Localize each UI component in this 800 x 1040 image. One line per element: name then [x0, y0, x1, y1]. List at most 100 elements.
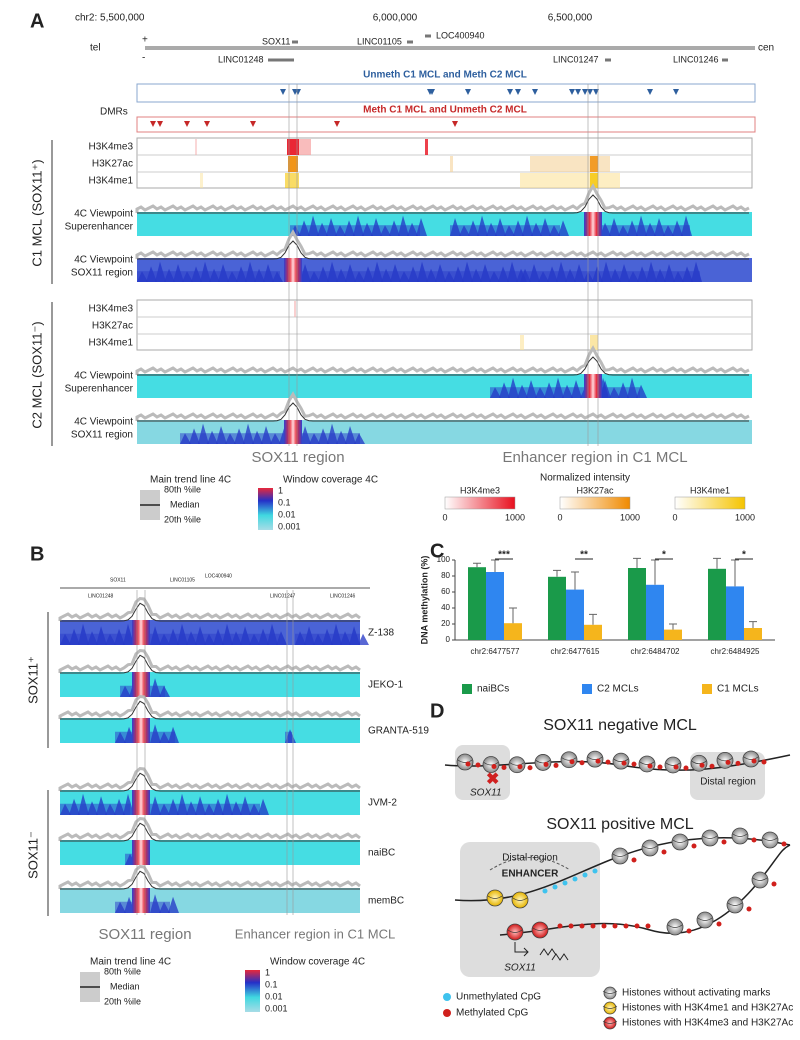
cpg: [645, 923, 651, 929]
trend-line: [137, 402, 749, 422]
heatmap-contact: [600, 387, 640, 398]
histone-band: [642, 845, 658, 849]
dmr-marker: [465, 89, 471, 95]
legend-label: 20th %ile: [104, 996, 141, 1006]
cpg: [582, 872, 588, 878]
histone: [511, 891, 529, 909]
legend-label: 1000: [620, 512, 640, 522]
bar: [566, 589, 584, 640]
heatmap-contact: [290, 225, 420, 236]
heatmap-contact: [180, 433, 285, 444]
track-label: SOX11 region: [71, 430, 133, 441]
cpg: [691, 843, 697, 849]
histone-band: [691, 760, 707, 765]
cpg: [634, 923, 640, 929]
gene-label: SOX11: [470, 788, 502, 799]
y-tick-label: 40: [441, 603, 450, 612]
significance-label: ***: [498, 550, 510, 561]
heatmap-bg: [60, 718, 360, 743]
legend-swatch: [462, 684, 472, 694]
dmr-label: DMRs: [100, 107, 128, 118]
histone-band: [602, 990, 618, 994]
histone: [761, 831, 779, 849]
histone-signal: [299, 139, 311, 155]
dmr-marker: [593, 89, 599, 95]
histone-band: [732, 833, 748, 837]
legend-label: 80th %ile: [164, 484, 201, 494]
y-tick-label: 0: [446, 635, 451, 644]
dmr-marker: [582, 89, 588, 95]
track-label: 4C Viewpoint: [74, 209, 133, 220]
bar: [468, 567, 486, 640]
cpg: [661, 849, 667, 855]
cpg: [621, 760, 627, 766]
coordinate: 6,500,000: [548, 13, 593, 24]
region-label: Distal region: [502, 853, 558, 864]
cpg: [631, 857, 637, 863]
trend-line: [60, 822, 360, 842]
histone: [742, 750, 760, 768]
heatmap-contact: [300, 271, 520, 282]
histone: [506, 923, 524, 941]
region-label: SOX11 region: [251, 449, 344, 466]
histone-signal: [200, 173, 203, 188]
panel-label: C: [430, 540, 444, 562]
error-bar: [749, 621, 757, 628]
gene-label: LOC400940: [205, 573, 232, 579]
sample-label: naiBC: [368, 848, 395, 859]
histone-band: [639, 761, 655, 765]
error-bar: [731, 559, 739, 587]
cpg: [673, 764, 679, 770]
histone-band: [587, 756, 603, 760]
legend-label: 0.1: [265, 979, 278, 989]
y-tick-label: 60: [441, 587, 450, 596]
cpg: [557, 923, 563, 929]
dmr-marker: [673, 89, 679, 95]
panel-label: D: [430, 700, 444, 722]
cpg: [735, 760, 741, 766]
legend-label: 1: [278, 485, 283, 495]
x-tick-label: chr2:6477615: [551, 647, 600, 656]
histone: [456, 753, 474, 771]
cpg: [590, 923, 596, 929]
gene-label: LINC01246: [673, 54, 719, 64]
trend-line: [60, 870, 360, 890]
legend-label: naiBCs: [477, 684, 509, 695]
histone: [508, 756, 526, 774]
error-bar: [589, 613, 597, 625]
histone-band: [602, 1020, 618, 1024]
track-label: H3K4me1: [89, 176, 134, 187]
cpg: [657, 764, 663, 770]
histone-band: [613, 758, 629, 763]
histone-band: [512, 897, 528, 901]
viewpoint-band: [132, 620, 150, 645]
track-label: Superenhancer: [65, 222, 134, 233]
dmr-marker: [507, 89, 513, 95]
heatmap-bg: [60, 672, 360, 697]
intensity-scale: [674, 496, 746, 510]
heatmap-contact: [520, 271, 700, 282]
histone: [664, 756, 682, 774]
sample-label: JEKO-1: [368, 680, 403, 691]
dmr-track: [136, 83, 756, 103]
dmr-track-title: Meth C1 MCL and Unmeth C2 MCL: [363, 105, 527, 116]
significance-label: **: [580, 550, 588, 561]
histone-band: [561, 757, 577, 761]
bar: [628, 568, 646, 640]
histone: [751, 871, 769, 889]
cpg: [721, 839, 727, 845]
dmr-marker: [452, 121, 458, 127]
dmr-track: [136, 116, 756, 133]
heatmap-contact: [258, 798, 269, 815]
panel-title: SOX11 positive MCL: [546, 816, 693, 833]
cpg: [579, 760, 585, 766]
legend-title: Main trend line 4C: [90, 957, 171, 968]
trend-band: [58, 816, 361, 841]
legend-label: 0.1: [278, 497, 291, 507]
cpg: [761, 759, 767, 765]
histone: [603, 1001, 617, 1015]
trend-band: [58, 648, 361, 673]
legend-label: 1: [265, 967, 270, 977]
heatmap-contact: [295, 633, 360, 645]
